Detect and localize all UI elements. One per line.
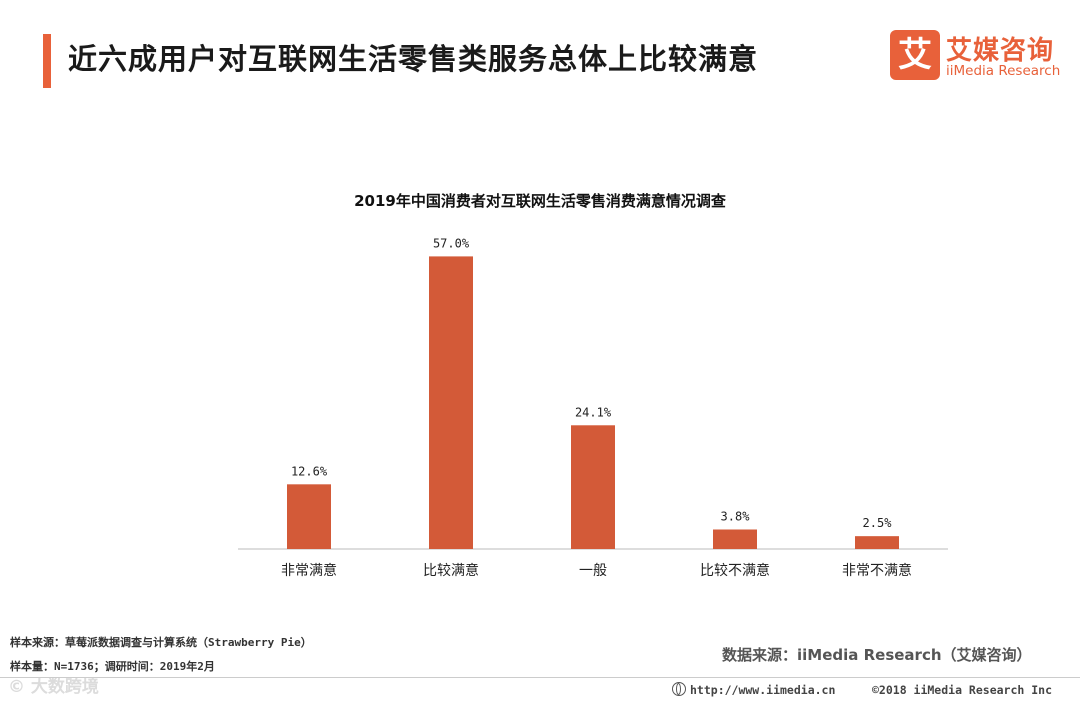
category-label-0: 非常满意 <box>281 562 337 579</box>
bar-0 <box>287 484 331 549</box>
data-label-1: 57.0% <box>433 236 470 250</box>
data-label-3: 3.8% <box>721 509 751 523</box>
sample-source-note: 样本来源：草莓派数据调查与计算系统（Strawberry Pie） <box>10 636 312 649</box>
logo-mark: 艾 <box>890 30 940 80</box>
logo-text-en: iiMedia Research <box>946 63 1061 79</box>
data-source: 数据来源：iiMedia Research（艾媒咨询） <box>722 646 1032 664</box>
category-label-3: 比较不满意 <box>700 562 770 579</box>
title-accent-bar <box>43 34 51 88</box>
data-label-2: 24.1% <box>575 405 612 419</box>
data-label-4: 2.5% <box>863 516 893 530</box>
footer-divider <box>0 677 1080 678</box>
logo-text-cn: 艾媒咨询 <box>946 36 1055 66</box>
sample-size-note: 样本量：N=1736；调研时间：2019年2月 <box>10 660 215 673</box>
bar-2 <box>571 425 615 549</box>
footer-url[interactable]: http://www.iimedia.cn <box>690 683 836 697</box>
globe-icon <box>672 682 686 696</box>
chart-title: 2019年中国消费者对互联网生活零售消费满意情况调查 <box>354 192 726 210</box>
bar-1 <box>429 256 473 549</box>
logo: 艾 艾媒咨询 iiMedia Research <box>890 30 1065 82</box>
page-title: 近六成用户对互联网生活零售类服务总体上比较满意 <box>68 42 759 76</box>
category-label-2: 一般 <box>579 563 607 579</box>
bar-4 <box>855 536 899 549</box>
category-label-4: 非常不满意 <box>842 562 912 579</box>
watermark: © 大数跨境 <box>8 677 99 697</box>
footer-copyright: ©2018 iiMedia Research Inc <box>872 683 1053 697</box>
bar-3 <box>713 529 757 549</box>
category-label-1: 比较满意 <box>423 562 479 579</box>
data-label-0: 12.6% <box>291 464 328 478</box>
